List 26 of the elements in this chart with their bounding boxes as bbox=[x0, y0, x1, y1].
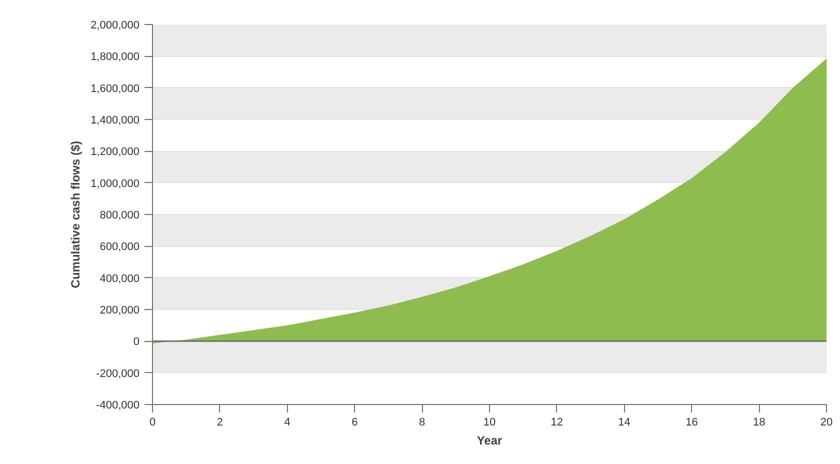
x-tick-label: 16 bbox=[686, 416, 698, 428]
x-tick-label: 14 bbox=[618, 416, 630, 428]
y-tick-label: 600,000 bbox=[100, 241, 140, 254]
x-tick-label: 2 bbox=[216, 416, 223, 428]
y-tick-label: 1,600,000 bbox=[90, 82, 140, 95]
x-axis-title: Year bbox=[476, 434, 503, 448]
y-tick-label: 0 bbox=[133, 336, 140, 348]
y-tick-label: 1,400,000 bbox=[90, 114, 140, 126]
x-tick-label: 8 bbox=[419, 416, 426, 428]
y-tick-label: 2,000,000 bbox=[90, 20, 140, 32]
x-tick-label: 0 bbox=[149, 416, 156, 428]
x-tick-label: 6 bbox=[352, 416, 358, 428]
y-tick-label: -400,000 bbox=[96, 400, 140, 412]
x-tick-label: 18 bbox=[752, 416, 766, 428]
y-tick-label: 400,000 bbox=[100, 272, 140, 285]
y-tick-label: 1,200,000 bbox=[90, 146, 140, 158]
x-tick-label: 20 bbox=[820, 416, 833, 428]
y-tick-label: 800,000 bbox=[100, 210, 140, 222]
x-tick-label: 12 bbox=[550, 416, 564, 428]
y-axis-title: Cumulative cash flows ($) bbox=[68, 140, 83, 288]
y-tick-label: 200,000 bbox=[100, 304, 140, 316]
x-tick-label: 4 bbox=[284, 416, 290, 428]
y-tick-label: 1,000,000 bbox=[90, 178, 140, 190]
x-tick-label: 10 bbox=[483, 416, 496, 428]
y-tick-label: 1,800,000 bbox=[90, 51, 140, 64]
y-tick-label: -200,000 bbox=[96, 368, 140, 380]
